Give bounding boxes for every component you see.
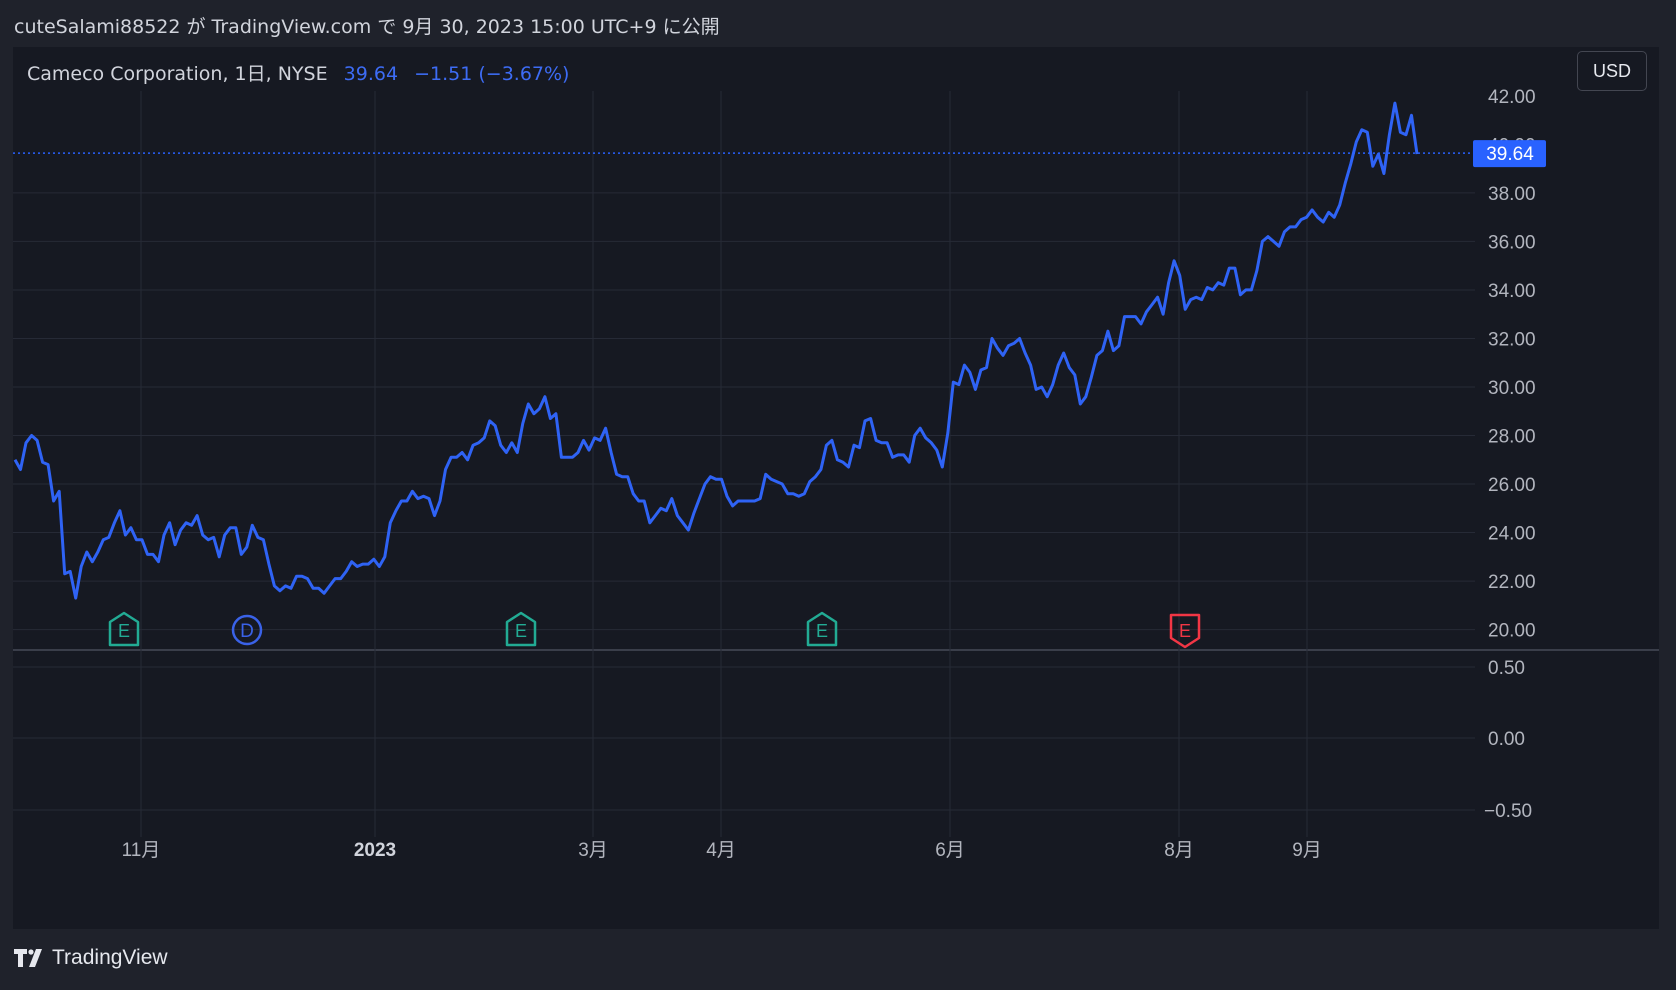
earnings-marker: E: [108, 611, 140, 647]
y-tick-label: 20.00: [1488, 621, 1536, 642]
earnings-label: E: [816, 621, 828, 641]
earnings-label: E: [515, 621, 527, 641]
symbol-name[interactable]: Cameco Corporation, 1日, NYSE: [27, 63, 328, 85]
grid-lines: [13, 91, 1659, 837]
chart-panel[interactable]: 20.00 22.00 24.00 26.00 28.00 30.00 32.00 34.00…: [13, 47, 1659, 929]
x-tick-label: 3月: [578, 840, 608, 861]
lower-pane: 0.50 0.00 −0.50: [13, 658, 1532, 822]
earnings-marker: E: [1169, 613, 1201, 649]
x-tick-label: 8月: [1164, 840, 1194, 861]
dividend-label: D: [240, 621, 254, 642]
last-price-value: 39.64: [343, 63, 399, 85]
earnings-marker: E: [806, 611, 838, 647]
lower-y-tick-label: 0.00: [1488, 729, 1525, 750]
symbol-legend[interactable]: Cameco Corporation, 1日, NYSE 39.64 −1.51…: [27, 59, 569, 86]
earnings-marker: E: [505, 611, 537, 647]
price-line: [13, 101, 1419, 600]
series-line-layer: [13, 101, 1419, 600]
dividend-circle: [231, 614, 263, 646]
x-tick-label: 11月: [122, 840, 161, 861]
publisher-line: cuteSalami88522 が TradingView.com で 9月 3…: [14, 16, 720, 38]
lower-y-tick-label: −0.50: [1484, 801, 1532, 822]
x-tick-label: 9月: [1292, 840, 1322, 861]
dividend-marker: D: [231, 614, 263, 646]
earnings-label: E: [1179, 621, 1191, 641]
lower-y-tick-label: 0.50: [1488, 658, 1525, 679]
y-tick-label: 30.00: [1488, 378, 1536, 399]
y-tick-label: 28.00: [1488, 427, 1536, 448]
y-tick-label: 34.00: [1488, 281, 1536, 302]
price-chart[interactable]: 20.00 22.00 24.00 26.00 28.00 30.00 32.00 34.00…: [13, 47, 1659, 929]
earnings-badge: [806, 611, 838, 647]
currency-button[interactable]: USD: [1577, 51, 1647, 91]
y-tick-label: 38.00: [1488, 184, 1536, 205]
price-change: −1.51 (−3.67%): [414, 63, 570, 85]
tradingview-logo[interactable]: TradingView: [14, 946, 168, 970]
earnings-badge: [1169, 613, 1201, 649]
last-price-marker: 39.64: [13, 140, 1546, 168]
earnings-badge: [505, 611, 537, 647]
y-tick-label: 32.00: [1488, 329, 1536, 350]
y-tick-label: 36.00: [1488, 232, 1536, 253]
last-price-badge: [1473, 140, 1546, 168]
x-tick-label: 6月: [935, 840, 965, 861]
y-tick-label: 26.00: [1488, 475, 1536, 496]
y-tick-label: 22.00: [1488, 572, 1536, 593]
x-tick-label: 4月: [706, 840, 736, 861]
earnings-badge: [108, 611, 140, 647]
time-axis: 11月 2023 3月 4月 6月 8月 9月: [122, 840, 1322, 861]
y-tick-label: 24.00: [1488, 524, 1536, 545]
earnings-label: E: [118, 621, 130, 641]
y-tick-label: 42.00: [1488, 87, 1536, 108]
last-price-label: 39.64: [1486, 144, 1534, 165]
x-tick-label: 2023: [354, 840, 396, 861]
footer-brand: TradingView: [52, 946, 168, 969]
tradingview-mark-icon: [14, 949, 42, 967]
price-axis: 20.00 22.00 24.00 26.00 28.00 30.00 32.00 34.00…: [1473, 47, 1659, 642]
